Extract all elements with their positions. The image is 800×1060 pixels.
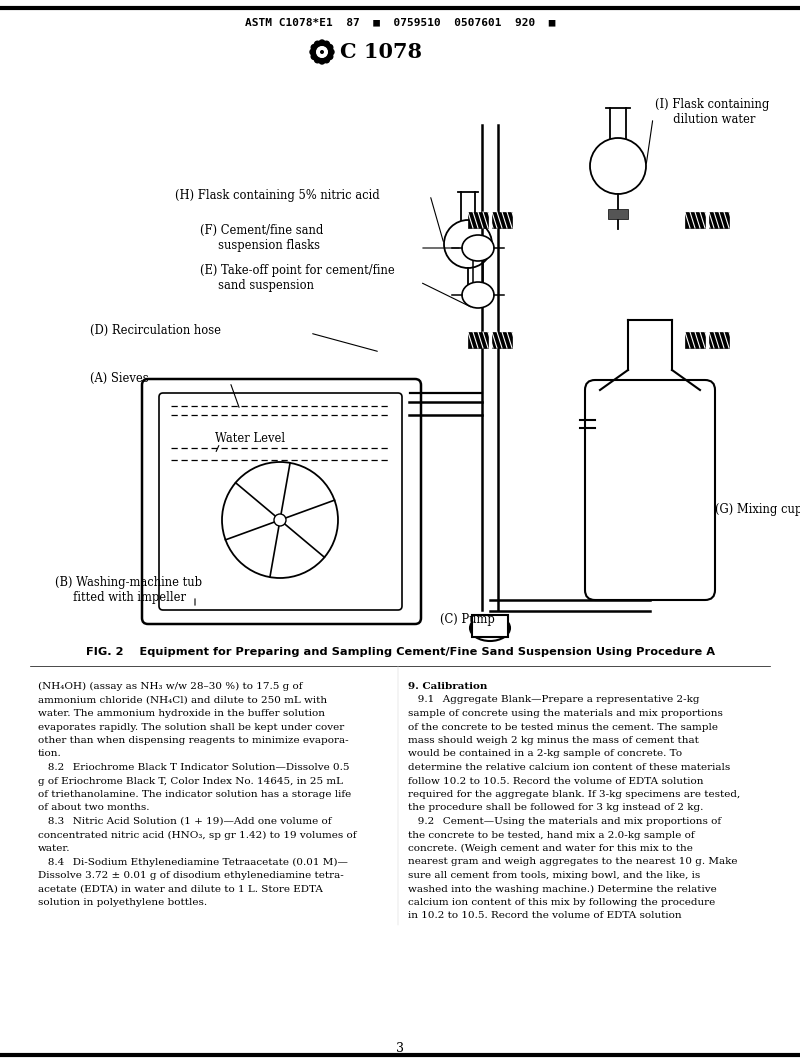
Text: would be contained in a 2-kg sample of concrete. To: would be contained in a 2-kg sample of c… (408, 749, 682, 759)
Text: (NH₄OH) (assay as NH₃ w/w 28–30 %) to 17.5 g of: (NH₄OH) (assay as NH₃ w/w 28–30 %) to 17… (38, 682, 302, 691)
Text: water.: water. (38, 844, 70, 853)
Text: nearest gram and weigh aggregates to the nearest 10 g. Make: nearest gram and weigh aggregates to the… (408, 858, 738, 866)
Bar (608, 209, 628, 219)
Text: ASTM C1078*E1  87  ■  0759510  0507601  920  ■: ASTM C1078*E1 87 ■ 0759510 0507601 920 ■ (245, 17, 555, 26)
Text: ammonium chloride (NH₄Cl) and dilute to 250 mL with: ammonium chloride (NH₄Cl) and dilute to … (38, 695, 327, 705)
Text: of the concrete to be tested minus the cement. The sample: of the concrete to be tested minus the c… (408, 723, 718, 731)
Ellipse shape (470, 615, 510, 641)
Bar (709, 212, 729, 228)
Text: (A) Sieves: (A) Sieves (90, 371, 149, 385)
Bar (685, 212, 705, 228)
Circle shape (319, 40, 325, 46)
Circle shape (310, 49, 316, 55)
Text: sample of concrete using the materials and mix proportions: sample of concrete using the materials a… (408, 709, 723, 718)
Text: (B) Washing-machine tub
     fitted with impeller: (B) Washing-machine tub fitted with impe… (55, 576, 202, 604)
Text: (F) Cement/fine sand
     suspension flasks: (F) Cement/fine sand suspension flasks (200, 224, 323, 252)
Circle shape (326, 45, 333, 51)
Text: the concrete to be tested, hand mix a 2.0-kg sample of: the concrete to be tested, hand mix a 2.… (408, 830, 694, 840)
Text: Water Level: Water Level (215, 431, 285, 444)
Text: evaporates rapidly. The solution shall be kept under cover: evaporates rapidly. The solution shall b… (38, 723, 344, 731)
Text: Dissolve 3.72 ± 0.01 g of disodium ethylenediamine tetra-: Dissolve 3.72 ± 0.01 g of disodium ethyl… (38, 871, 344, 880)
Text: (E) Take-off point for cement/fine
     sand suspension: (E) Take-off point for cement/fine sand … (200, 264, 394, 292)
Circle shape (311, 41, 333, 63)
Bar (468, 332, 488, 348)
Circle shape (314, 41, 321, 48)
Text: 9.1  Aggregate Blank—Prepare a representative 2-kg: 9.1 Aggregate Blank—Prepare a representa… (408, 695, 699, 705)
Text: 3: 3 (396, 1042, 404, 1055)
Bar (685, 332, 705, 348)
Text: calcium ion content of this mix by following the procedure: calcium ion content of this mix by follo… (408, 898, 715, 907)
Text: washed into the washing machine.) Determine the relative: washed into the washing machine.) Determ… (408, 884, 717, 894)
Text: (I) Flask containing
     dilution water: (I) Flask containing dilution water (655, 98, 770, 126)
Text: (G) Mixing cup: (G) Mixing cup (715, 504, 800, 516)
Circle shape (323, 57, 330, 63)
Text: of triethanolamine. The indicator solution has a storage life: of triethanolamine. The indicator soluti… (38, 790, 351, 799)
Circle shape (316, 46, 328, 58)
Text: water. The ammonium hydroxide in the buffer solution: water. The ammonium hydroxide in the buf… (38, 709, 325, 718)
Text: tion.: tion. (38, 749, 62, 759)
Text: determine the relative calcium ion content of these materials: determine the relative calcium ion conte… (408, 763, 730, 772)
FancyBboxPatch shape (585, 379, 715, 600)
Text: concentrated nitric acid (HNO₃, sp gr 1.42) to 19 volumes of: concentrated nitric acid (HNO₃, sp gr 1.… (38, 830, 357, 840)
Text: solution in polyethylene bottles.: solution in polyethylene bottles. (38, 898, 207, 907)
Text: of about two months.: of about two months. (38, 803, 150, 813)
Circle shape (274, 514, 286, 526)
Text: C 1078: C 1078 (340, 42, 422, 61)
Circle shape (328, 49, 334, 55)
Circle shape (320, 50, 324, 54)
FancyBboxPatch shape (142, 379, 421, 624)
Text: follow 10.2 to 10.5. Record the volume of EDTA solution: follow 10.2 to 10.5. Record the volume o… (408, 777, 703, 785)
Text: g of Eriochrome Black T, Color Index No. 14645, in 25 mL: g of Eriochrome Black T, Color Index No.… (38, 777, 343, 785)
Text: 8.2  Eriochrome Black T Indicator Solution—Dissolve 0.5: 8.2 Eriochrome Black T Indicator Solutio… (38, 763, 350, 772)
Text: mass should weigh 2 kg minus the mass of cement that: mass should weigh 2 kg minus the mass of… (408, 736, 699, 745)
Text: concrete. (Weigh cement and water for this mix to the: concrete. (Weigh cement and water for th… (408, 844, 693, 853)
Bar (492, 212, 512, 228)
Text: 8.3  Nitric Acid Solution (1 + 19)—Add one volume of: 8.3 Nitric Acid Solution (1 + 19)—Add on… (38, 817, 331, 826)
Circle shape (326, 53, 333, 59)
Text: other than when dispensing reagents to minimize evapora-: other than when dispensing reagents to m… (38, 736, 349, 745)
Text: acetate (EDTA) in water and dilute to 1 L. Store EDTA: acetate (EDTA) in water and dilute to 1 … (38, 884, 323, 894)
Ellipse shape (462, 282, 494, 308)
Bar (468, 212, 488, 228)
Text: (D) Recirculation hose: (D) Recirculation hose (90, 323, 221, 336)
Text: sure all cement from tools, mixing bowl, and the like, is: sure all cement from tools, mixing bowl,… (408, 871, 700, 880)
Text: the procedure shall be followed for 3 kg instead of 2 kg.: the procedure shall be followed for 3 kg… (408, 803, 703, 813)
Text: FIG. 2    Equipment for Preparing and Sampling Cement/Fine Sand Suspension Using: FIG. 2 Equipment for Preparing and Sampl… (86, 647, 714, 657)
Bar (709, 332, 729, 348)
Text: required for the aggregate blank. If 3-kg specimens are tested,: required for the aggregate blank. If 3-k… (408, 790, 740, 799)
FancyBboxPatch shape (159, 393, 402, 610)
Circle shape (311, 53, 318, 59)
Circle shape (319, 58, 325, 64)
Circle shape (314, 57, 321, 63)
Text: (H) Flask containing 5% nitric acid: (H) Flask containing 5% nitric acid (175, 189, 380, 201)
Bar (472, 615, 508, 637)
Text: 9. Calibration: 9. Calibration (408, 682, 487, 691)
Circle shape (323, 41, 330, 48)
Bar (492, 332, 512, 348)
Text: in 10.2 to 10.5. Record the volume of EDTA solution: in 10.2 to 10.5. Record the volume of ED… (408, 912, 682, 920)
Circle shape (311, 45, 318, 51)
Circle shape (315, 45, 329, 59)
Text: 9.2  Cement—Using the materials and mix proportions of: 9.2 Cement—Using the materials and mix p… (408, 817, 721, 826)
Text: (C) Pump: (C) Pump (440, 614, 494, 626)
Ellipse shape (462, 235, 494, 261)
Text: 8.4  Di-Sodium Ethylenediamine Tetraacetate (0.01 M)—: 8.4 Di-Sodium Ethylenediamine Tetraaceta… (38, 858, 348, 867)
